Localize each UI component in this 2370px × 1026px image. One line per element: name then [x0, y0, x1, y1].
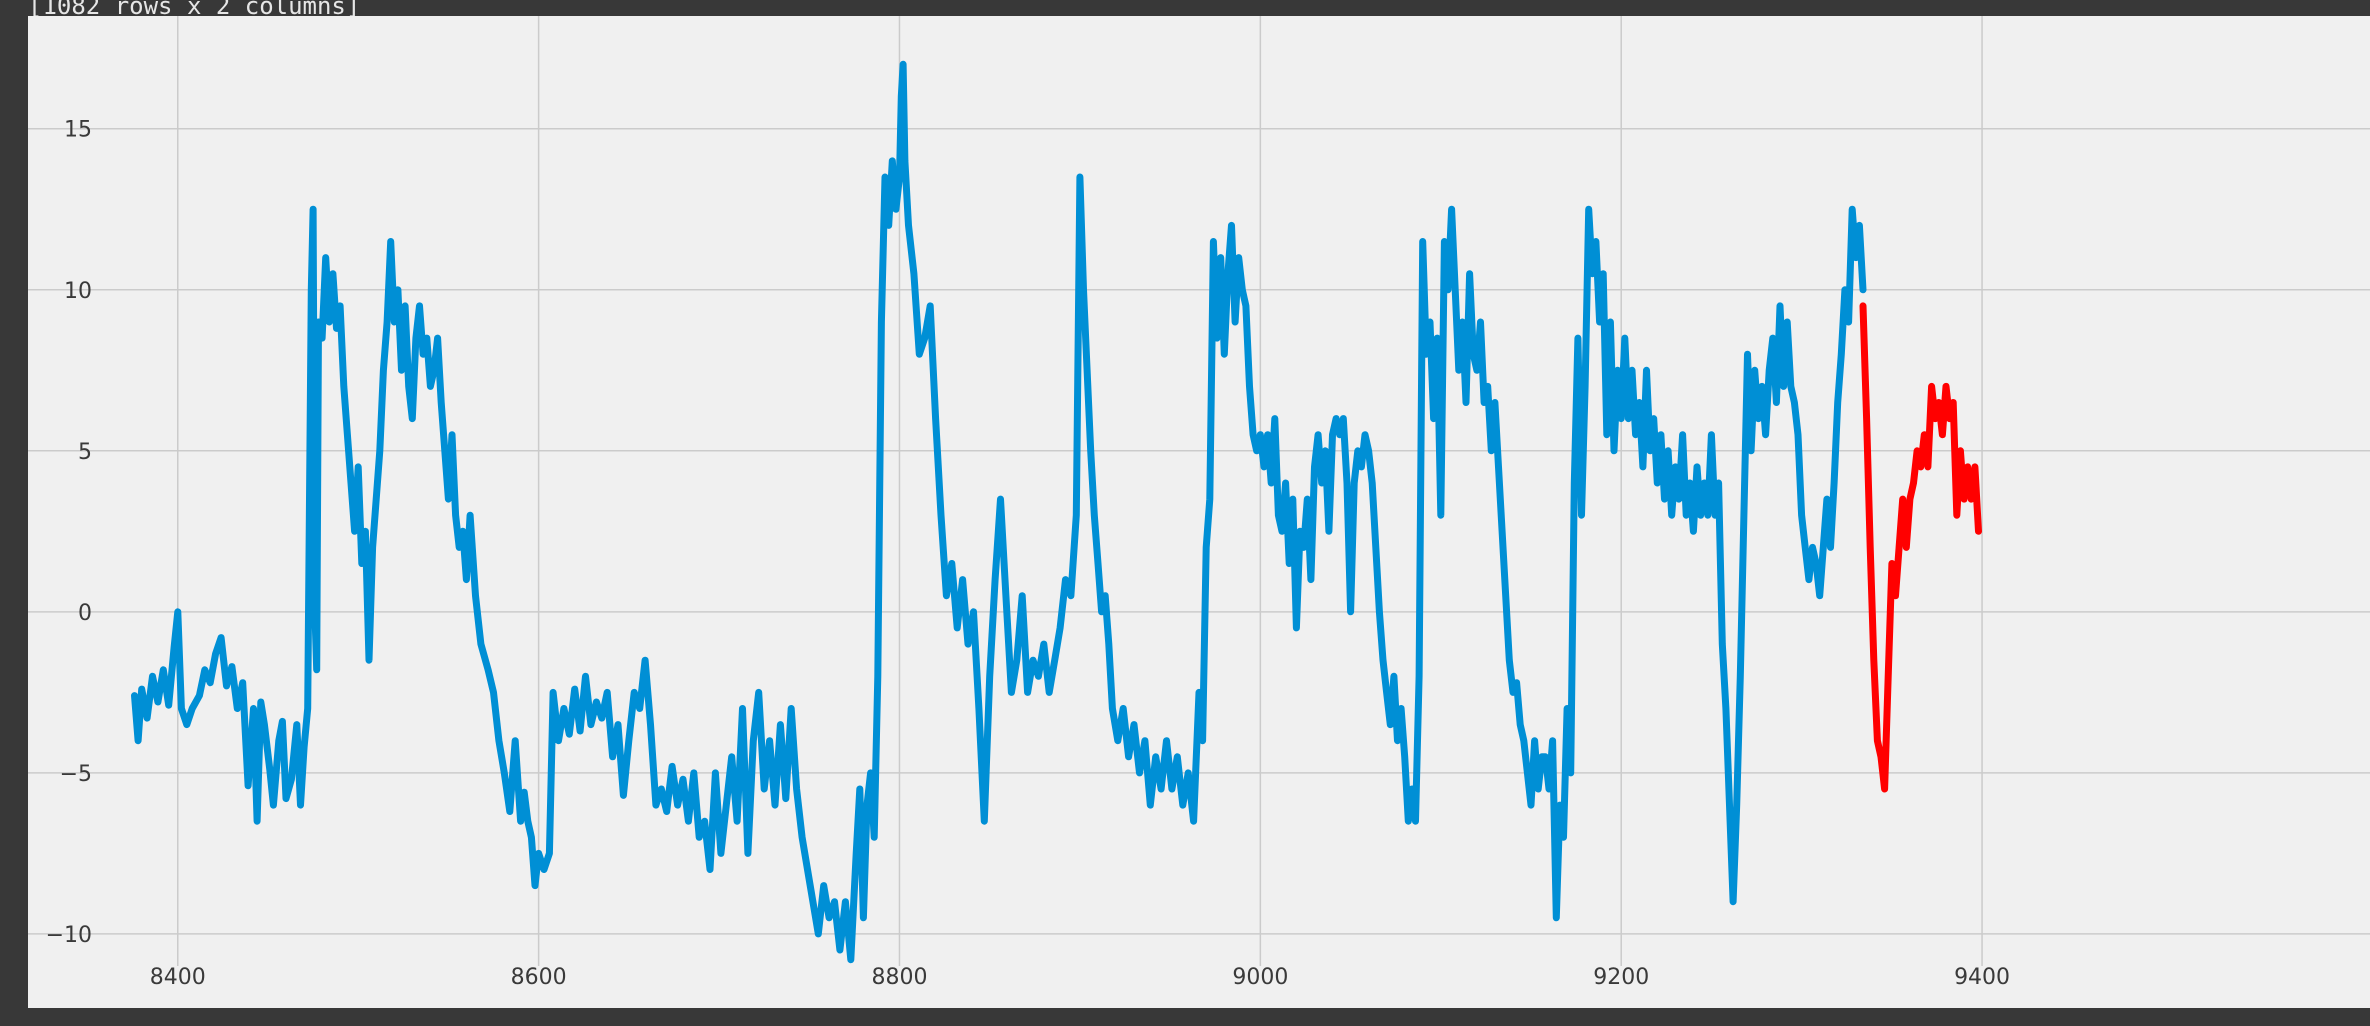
line-chart: 15 10 5 0 −5 −10 8400 8600 8800 9000 9200 9400	[28, 16, 2370, 1008]
y-tick-label: 15	[64, 118, 92, 143]
chart-canvas: 15 10 5 0 −5 −10 8400 8600 8800 9000 9200 9400	[28, 16, 2370, 990]
x-tick-label: 8800	[871, 965, 927, 990]
x-tick-label: 9400	[1954, 965, 2010, 990]
y-tick-label: 0	[78, 601, 92, 626]
y-tick-label: 10	[64, 279, 92, 304]
x-tick-label: 8600	[511, 965, 567, 990]
y-tick-label: −5	[60, 762, 92, 787]
y-tick-label: −10	[46, 923, 92, 948]
x-tick-label: 9000	[1232, 965, 1288, 990]
x-tick-label: 8400	[150, 965, 206, 990]
y-tick-label: 5	[78, 440, 92, 465]
x-tick-label: 9200	[1593, 965, 1649, 990]
series-line-forecast	[1859, 302, 1982, 793]
series-line-history	[131, 60, 1867, 964]
console-output-caption: [1082 rows x 2 columns]	[28, 0, 361, 20]
